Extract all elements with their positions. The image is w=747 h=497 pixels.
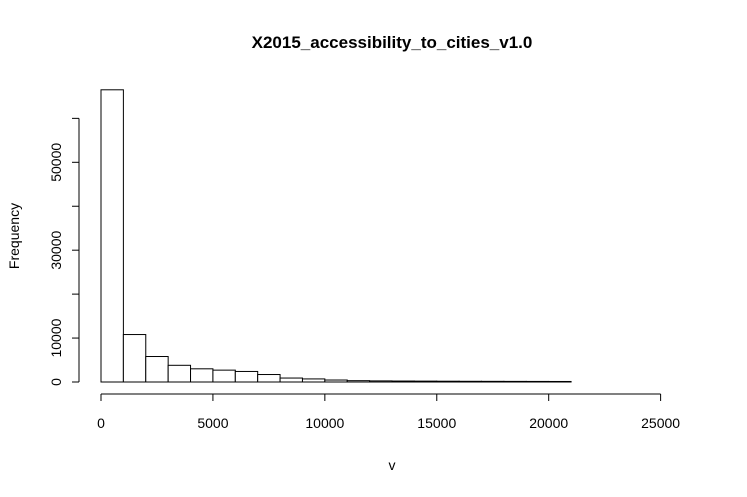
x-tick-label: 0 xyxy=(97,415,105,431)
histogram-bar xyxy=(369,380,393,383)
histogram-bar xyxy=(301,378,326,383)
histogram-bar xyxy=(481,380,505,383)
x-tick-label: 15000 xyxy=(417,415,456,431)
histogram-bar xyxy=(100,89,124,383)
histogram-bar xyxy=(234,370,259,383)
histogram-bars xyxy=(100,89,572,383)
histogram-bar xyxy=(525,380,550,383)
x-tick-label: 10000 xyxy=(305,415,344,431)
histogram-bar xyxy=(122,334,147,383)
histogram-bar xyxy=(167,364,192,383)
y-axis-label: Frequency xyxy=(6,203,22,269)
y-tick-label: 50000 xyxy=(48,143,64,182)
y-tick-label: 0 xyxy=(48,378,64,386)
y-axis: 0 10000 30000 50000 xyxy=(48,117,80,386)
x-tick-label: 25000 xyxy=(641,415,680,431)
x-tick-label: 5000 xyxy=(197,415,228,431)
histogram-bar xyxy=(324,379,348,383)
histogram-bar xyxy=(503,380,527,383)
x-tick-label: 20000 xyxy=(529,415,568,431)
histogram-bar xyxy=(145,356,169,383)
chart-title: X2015_accessibility_to_cities_v1.0 xyxy=(252,33,533,52)
x-axis-label: v xyxy=(389,457,396,473)
histogram-bar xyxy=(257,374,281,383)
y-tick-label: 10000 xyxy=(48,318,64,357)
histogram-bar xyxy=(391,380,415,383)
histogram-bar xyxy=(190,368,214,383)
y-tick-label: 30000 xyxy=(48,231,64,270)
histogram-bar xyxy=(458,380,483,383)
x-axis: 0 5000 10000 15000 20000 25000 xyxy=(97,393,680,431)
histogram-bar xyxy=(548,380,572,383)
histogram-bar xyxy=(346,380,371,383)
histogram-bar xyxy=(279,377,303,383)
histogram-bar xyxy=(413,380,438,383)
histogram-bar xyxy=(436,380,460,383)
histogram-bar xyxy=(212,369,236,383)
